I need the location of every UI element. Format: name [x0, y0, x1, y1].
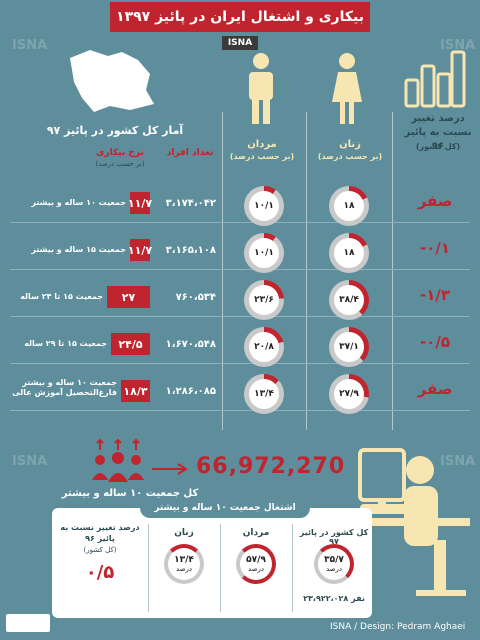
column-divider	[392, 112, 393, 430]
men-unit: درصد	[247, 565, 265, 573]
watermark: ISNA	[12, 454, 48, 469]
men-rate-circle-label: ۲۳/۶	[249, 285, 279, 315]
employment-men-title: مردان	[242, 528, 270, 538]
unemployment-bar: ۱۸/۳	[121, 380, 150, 402]
women-column-title: زنان	[339, 139, 361, 150]
unemployment-bar: ۲۴/۵	[111, 333, 150, 355]
men-pct: ۵۷/۹	[246, 555, 266, 565]
total-people: ۲۳،۹۲۲،۰۲۸ نفر	[303, 594, 365, 603]
women-rate-circle: ۱۸	[329, 186, 369, 226]
unemployment-column-subtitle: (بر حسب درصد)	[95, 160, 145, 168]
agency-tag: ISNA	[222, 36, 258, 50]
men-rate-circle: ۲۰/۸	[244, 327, 284, 367]
watermark: ISNA	[440, 38, 476, 53]
row-count: ۱،۶۷۰،۵۴۸	[165, 339, 216, 350]
change-value: -۱/۳	[419, 286, 450, 304]
change-value: صفر	[417, 380, 453, 398]
change-value: -۰/۱	[419, 239, 450, 257]
men-rate-circle: ۱۰/۱	[244, 186, 284, 226]
row-label: جمعیت ۱۵ تا ۲۹ ساله	[24, 339, 107, 348]
women-employment-circle: ۱۳/۴ درصد	[164, 544, 204, 584]
row-divider	[10, 363, 470, 364]
men-rate-circle-label: ۱۳/۴	[249, 379, 279, 409]
men-rate-circle: ۲۳/۶	[244, 280, 284, 320]
men-column-title: مردان	[247, 139, 277, 150]
people-group-icon	[92, 438, 144, 482]
woman-icon	[332, 53, 362, 124]
women-rate-circle-label: ۳۸/۴	[334, 285, 364, 315]
women-rate-circle-label: ۳۷/۱	[334, 332, 364, 362]
women-rate-circle: ۱۸	[329, 233, 369, 273]
unemployment-column-title: نرخ بیکاری	[96, 148, 144, 158]
row-divider	[10, 269, 470, 270]
men-employment-circle: ۵۷/۹ درصد	[236, 544, 276, 584]
watermark: ISNA	[440, 454, 476, 469]
row-label: جمعیت ۱۵ ساله و بیشتر	[31, 245, 126, 254]
women-rate-circle-label: ۱۸	[334, 238, 364, 268]
women-column-subtitle: (بر حسب درصد)	[317, 152, 383, 161]
row-count: ۱،۲۸۶،۰۸۵	[165, 386, 216, 397]
men-column-subtitle: (بر حسب درصد)	[229, 152, 295, 161]
change-value: -۰/۵	[419, 333, 450, 351]
total-title: کل کشور در پائیز ۹۷	[299, 528, 369, 546]
row-count: ۳،۱۷۴،۰۴۲	[165, 198, 216, 209]
women-rate-circle: ۳۷/۱	[329, 327, 369, 367]
women-rate-circle-label: ۲۷/۹	[334, 379, 364, 409]
unemployment-bar: ۱۱/۷	[128, 239, 152, 261]
total-unit: درصد	[325, 565, 343, 573]
arrow-right-icon	[152, 463, 188, 475]
row-count: ۷۶۰،۵۳۴	[175, 292, 216, 303]
column-divider	[222, 112, 223, 430]
population-label: کل جمعیت ۱۰ ساله و بیشتر	[61, 488, 199, 499]
women-unit: درصد	[175, 565, 193, 573]
desk-worker-icon	[320, 448, 470, 596]
row-label: جمعیت ۱۰ ساله و بیشتر فارغ‌التحصیل آموزش…	[12, 378, 117, 397]
row-label: جمعیت ۱۰ ساله و بیشتر	[31, 198, 126, 207]
unemployment-bar: ۱۱/۷	[128, 192, 152, 214]
publisher-logo	[6, 614, 50, 632]
stats-title: آمار کل کشور در پائیز ۹۷	[46, 124, 184, 137]
design-credit: ISNA / Design: Pedram Aghaei	[330, 622, 466, 632]
row-count: ۳،۱۶۵،۱۰۸	[165, 245, 216, 256]
row-divider	[10, 410, 470, 411]
women-rate-circle: ۳۸/۴	[329, 280, 369, 320]
men-rate-circle-label: ۱۰/۱	[249, 238, 279, 268]
count-column-title: تعداد افراد	[166, 148, 214, 158]
row-divider	[10, 316, 470, 317]
men-rate-circle: ۱۰/۱	[244, 233, 284, 273]
watermark: ISNA	[12, 38, 48, 53]
population-value: 66,972,270	[196, 454, 346, 479]
iran-map-icon	[70, 50, 154, 112]
change-column-subtitle: (کل کشور)	[415, 142, 461, 151]
panel-divider	[148, 524, 149, 612]
panel-divider	[220, 524, 221, 612]
employment-change-value: ۰/۵	[85, 562, 115, 583]
men-rate-circle: ۱۳/۴	[244, 374, 284, 414]
row-label: جمعیت ۱۵ تا ۲۴ ساله	[20, 292, 103, 301]
panel-divider	[292, 524, 293, 612]
bar-chart-icon	[404, 50, 466, 108]
unemployment-bar: ۲۷	[107, 286, 150, 308]
column-divider	[306, 112, 307, 430]
employment-change-subtitle: (کل کشور)	[83, 546, 117, 554]
row-divider	[10, 222, 470, 223]
employment-panel-title: اشتغال جمعیت ۱۰ ساله و بیشتر	[140, 498, 310, 518]
women-rate-circle-label: ۱۸	[334, 191, 364, 221]
page-title: بیکاری و اشتغال ایران در پائیز ۱۳۹۷	[110, 2, 370, 32]
women-pct: ۱۳/۴	[174, 555, 194, 565]
change-value: صفر	[417, 192, 453, 210]
change-column-title: درصد تغییر نسبت به پائیز ۹۶	[404, 113, 472, 152]
total-pct: ۳۵/۷	[324, 555, 344, 565]
men-rate-circle-label: ۱۰/۱	[249, 191, 279, 221]
man-icon	[249, 53, 273, 124]
men-rate-circle-label: ۲۰/۸	[249, 332, 279, 362]
employment-change-title: درصد تغییر نسبت به پائیز ۹۶	[60, 523, 140, 543]
employment-women-title: زنان	[174, 528, 194, 538]
total-employment-circle: ۳۵/۷ درصد	[314, 544, 354, 584]
women-rate-circle: ۲۷/۹	[329, 374, 369, 414]
